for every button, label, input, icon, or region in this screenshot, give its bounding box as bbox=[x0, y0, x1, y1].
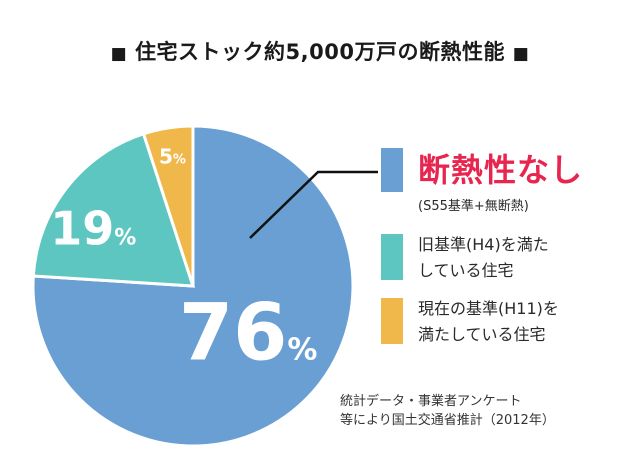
title-text: 住宅ストック約5,000万戸の断熱性能 bbox=[135, 40, 505, 64]
source-line1: 統計データ・事業者アンケート bbox=[340, 394, 522, 409]
legend-label-old-line1: 旧基準(H4)を満た bbox=[418, 235, 549, 254]
legend-label-none: 断熱性なし bbox=[418, 151, 584, 189]
legend-swatch-old bbox=[381, 234, 403, 280]
legend-label-current: 現在の基準(H11)を 満たしている住宅 bbox=[418, 296, 559, 348]
legend-sublabel-none: (S55基準+無断熱) bbox=[418, 199, 529, 214]
source-note: 統計データ・事業者アンケート 等により国土交通省推計（2012年） bbox=[340, 392, 555, 430]
slice-label-old: 19% bbox=[50, 202, 136, 256]
legend-label-current-line2: 満たしている住宅 bbox=[418, 325, 546, 344]
legend-label-old: 旧基準(H4)を満た している住宅 bbox=[418, 232, 549, 284]
slice-label-current: 5% bbox=[159, 144, 186, 168]
legend-label-old-line2: している住宅 bbox=[418, 261, 514, 280]
pie-slice-current bbox=[141, 124, 195, 287]
title-bullet-left: ■ bbox=[110, 44, 128, 64]
slice-label-none: 76% bbox=[179, 289, 318, 379]
pie-slice-old bbox=[31, 131, 196, 288]
source-line2: 等により国土交通省推計（2012年） bbox=[340, 413, 555, 428]
title-bullet-right: ■ bbox=[512, 44, 530, 64]
legend-label-current-line1: 現在の基準(H11)を bbox=[418, 299, 559, 318]
leader-line bbox=[249, 170, 378, 239]
legend-swatch-current bbox=[381, 298, 403, 344]
legend-swatch-none bbox=[381, 148, 403, 192]
chart-title: ■ 住宅ストック約5,000万戸の断熱性能 ■ bbox=[0, 36, 640, 66]
